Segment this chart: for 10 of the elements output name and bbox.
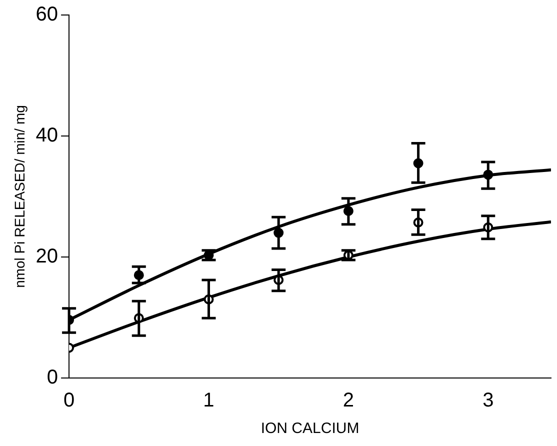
x-tick-label: 1	[203, 390, 214, 412]
x-axis-title: ION CALCIUM	[260, 420, 360, 438]
x-tick-label: 0	[63, 390, 75, 412]
y-tick-label: 20	[36, 246, 58, 268]
y-tick-label: 40	[36, 124, 58, 147]
y-tick-label: 0	[46, 366, 58, 389]
y-tick-label: 60	[36, 4, 58, 26]
y-axis-title: nmol Pi RELEASED/ min/ mg	[11, 105, 28, 288]
x-tick-label: 2	[342, 390, 354, 412]
x-tick-label: 3	[482, 390, 494, 412]
